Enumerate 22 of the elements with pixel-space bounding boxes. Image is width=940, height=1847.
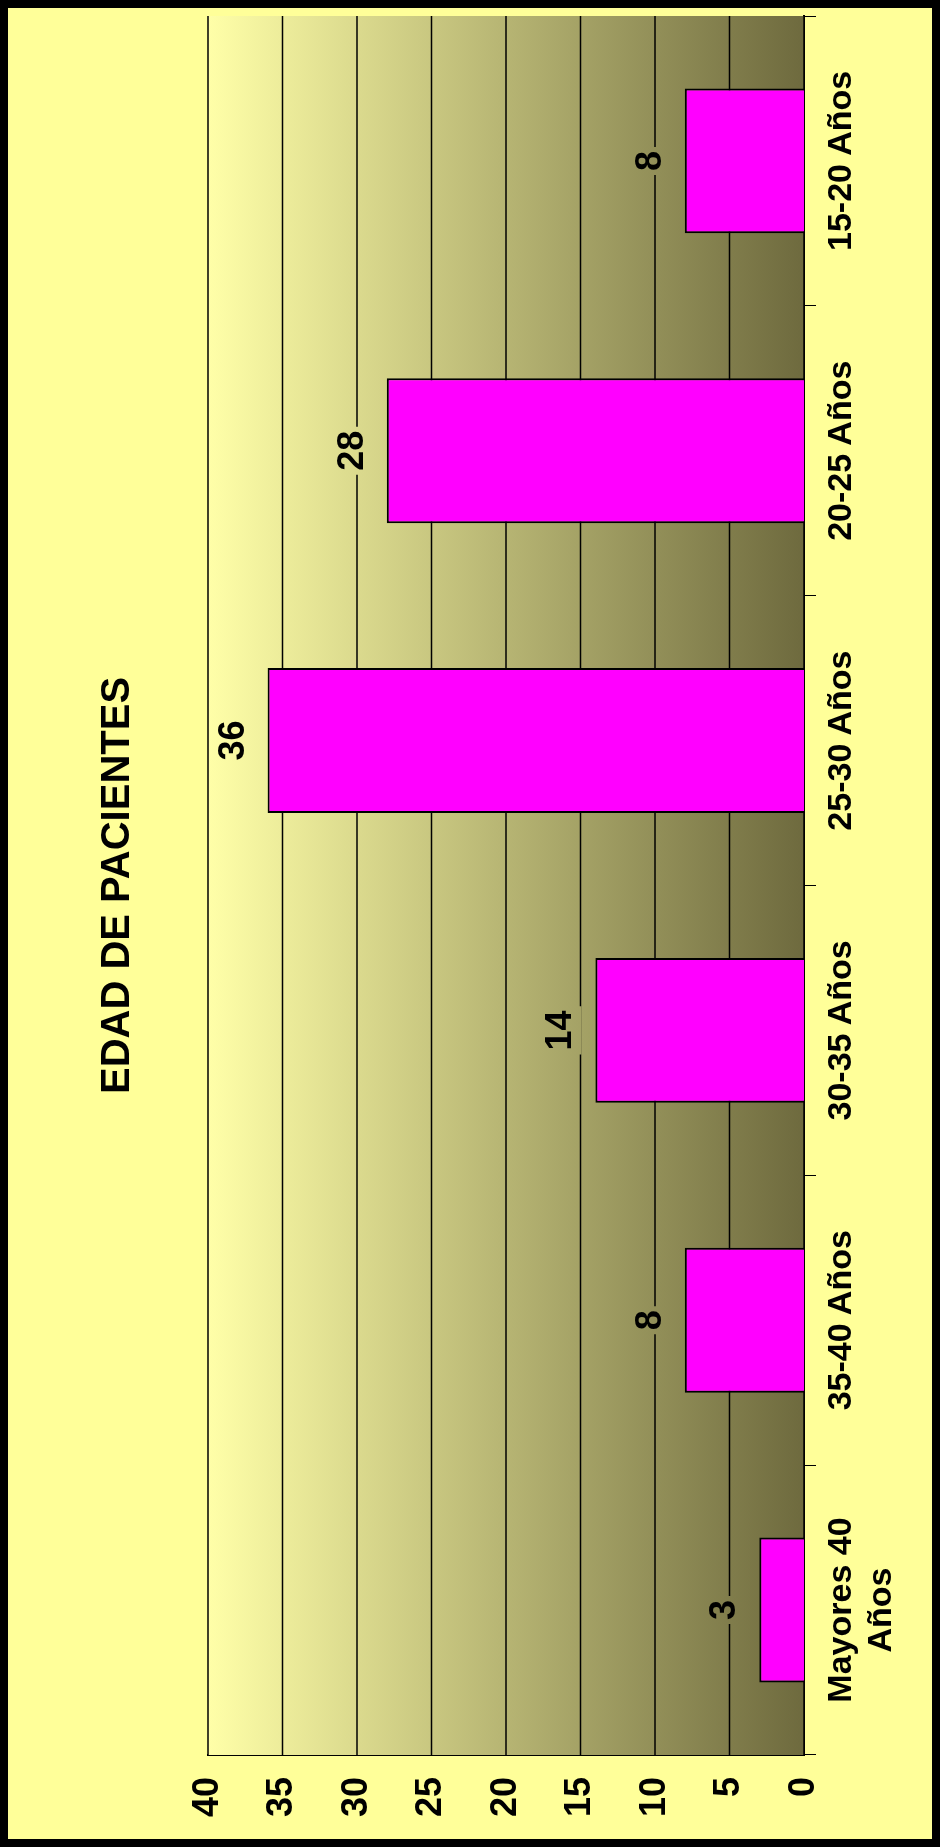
data-label: 3: [702, 1600, 744, 1621]
x-tick-label: 25: [408, 1776, 450, 1817]
x-tick-label: 35: [259, 1776, 301, 1817]
y-tick-label: Mayores 40 Años: [820, 1517, 899, 1703]
x-tick-label: 40: [184, 1776, 226, 1817]
data-label: 8: [627, 150, 669, 171]
data-label: 14: [538, 1010, 580, 1051]
x-tick-label: 10: [631, 1776, 673, 1817]
text: EDAD DE PACIENTES: [93, 676, 138, 1095]
x-tick-label: 20: [482, 1776, 524, 1817]
x-tick-label: 30: [333, 1776, 375, 1817]
data-label: 8: [627, 1310, 669, 1331]
x-tick-label: 15: [557, 1776, 599, 1817]
y-tick-label: 15-20 Años: [820, 70, 859, 251]
y-tick-label: 30-35 Años: [820, 940, 859, 1121]
data-label: 36: [210, 720, 252, 761]
data-label: 28: [329, 430, 371, 471]
y-tick-label: 25-30 Años: [820, 650, 859, 831]
y-tick-label: 35-40 Años: [820, 1230, 859, 1411]
x-tick-label: 5: [706, 1776, 748, 1797]
x-tick-label: 0: [780, 1776, 822, 1797]
y-tick-label: 20-25 Años: [820, 360, 859, 541]
